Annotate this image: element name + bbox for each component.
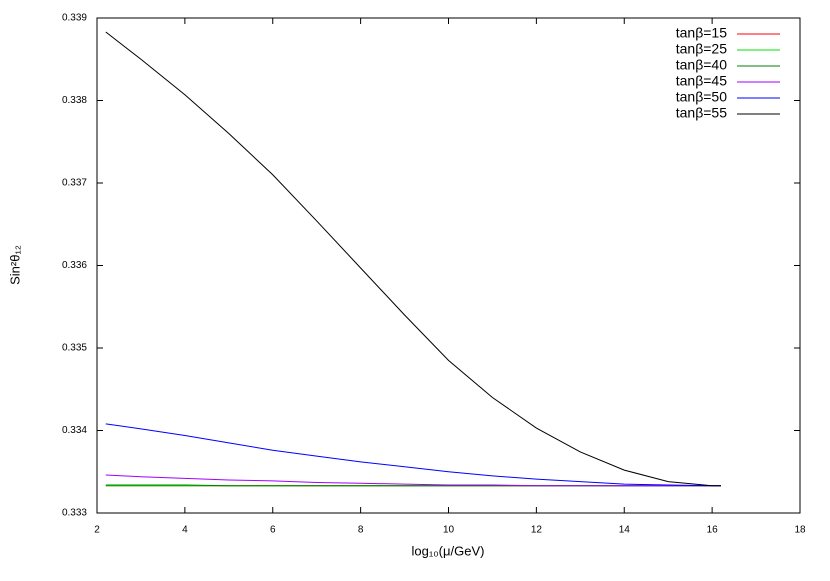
x-tick-label: 6 bbox=[270, 525, 276, 536]
x-tick-label: 10 bbox=[443, 525, 455, 536]
y-tick-label: 0.338 bbox=[62, 95, 87, 106]
y-tick-label: 0.336 bbox=[62, 260, 87, 271]
y-tick-label: 0.337 bbox=[62, 178, 87, 189]
legend-label: tanβ=55 bbox=[676, 105, 727, 121]
y-tick-label: 0.339 bbox=[62, 13, 87, 24]
legend-label: tanβ=15 bbox=[676, 25, 727, 41]
legend-label: tanβ=40 bbox=[676, 57, 727, 73]
y-axis-label: Sin²θ₁₂ bbox=[7, 245, 22, 285]
x-axis-label: log₁₀(μ/GeV) bbox=[412, 543, 485, 558]
y-tick-label: 0.334 bbox=[62, 425, 87, 436]
x-tick-label: 2 bbox=[94, 525, 100, 536]
legend-label: tanβ=45 bbox=[676, 73, 727, 89]
x-tick-label: 4 bbox=[182, 525, 188, 536]
x-tick-label: 8 bbox=[358, 525, 364, 536]
x-tick-label: 16 bbox=[707, 525, 719, 536]
x-tick-label: 14 bbox=[619, 525, 631, 536]
legend-label: tanβ=50 bbox=[676, 89, 727, 105]
series-line bbox=[105, 423, 721, 487]
series-line bbox=[105, 31, 721, 487]
y-tick-label: 0.333 bbox=[62, 508, 87, 519]
series-line bbox=[105, 474, 721, 487]
x-tick-label: 18 bbox=[794, 525, 806, 536]
y-tick-label: 0.335 bbox=[62, 343, 87, 354]
x-tick-label: 12 bbox=[531, 525, 543, 536]
legend-label: tanβ=25 bbox=[676, 41, 727, 57]
